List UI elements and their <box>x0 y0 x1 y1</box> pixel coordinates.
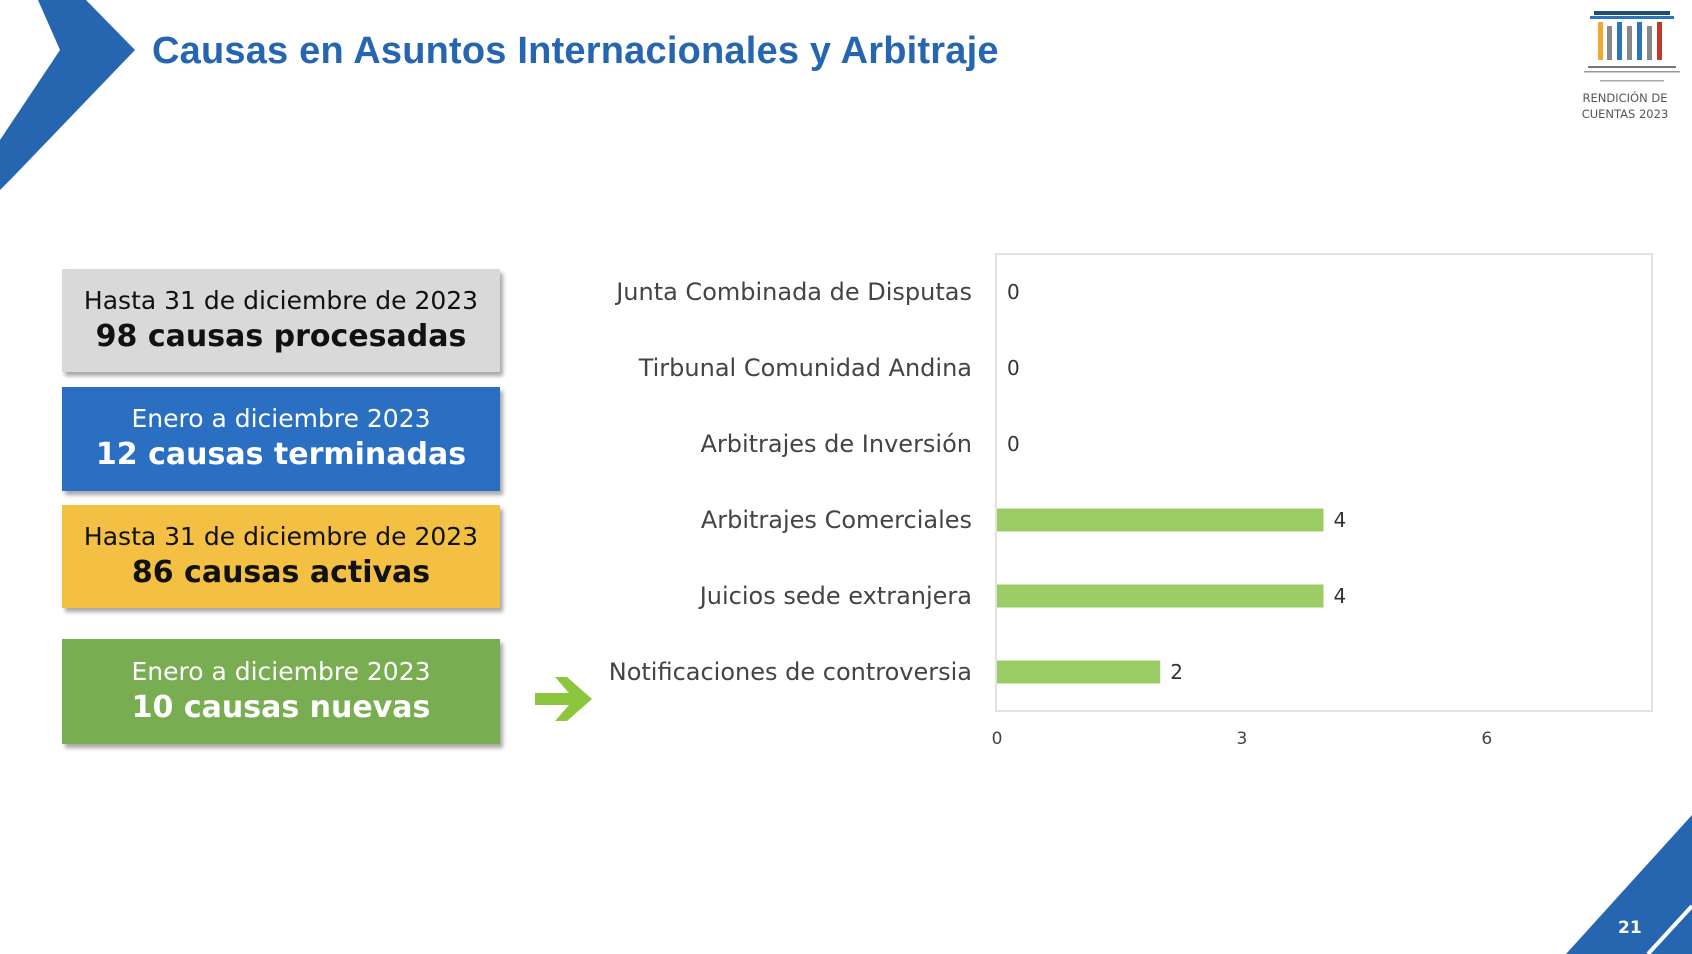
x-tick-label: 0 <box>992 729 1003 749</box>
logo-emblem-icon <box>1584 11 1680 82</box>
summary-box-value: 10 causas nuevas <box>131 689 431 725</box>
category-label: Notificaciones de controversia <box>609 658 972 686</box>
summary-box-subtitle: Enero a diciembre 2023 <box>131 656 431 686</box>
x-tick-label: 6 <box>1481 729 1492 749</box>
data-label: 2 <box>1170 660 1183 684</box>
data-label: 0 <box>1007 356 1020 380</box>
summary-box-new: Enero a diciembre 2023 10 causas nuevas <box>62 639 500 744</box>
summary-box-subtitle: Enero a diciembre 2023 <box>131 404 431 433</box>
summary-box-value: 98 causas procesadas <box>95 318 467 354</box>
bar <box>997 508 1324 532</box>
data-label: 4 <box>1334 508 1347 532</box>
bar <box>997 584 1324 608</box>
summary-box-subtitle: Hasta 31 de diciembre de 2023 <box>83 285 479 315</box>
bar <box>997 660 1161 684</box>
arrow-right-icon <box>535 677 592 721</box>
chevron-decoration <box>0 0 135 190</box>
page-title: Causas en Asuntos Internacionales y Arbi… <box>152 30 999 72</box>
category-label: Arbitrajes Comerciales <box>701 506 972 534</box>
page-number: 21 <box>1618 918 1642 938</box>
data-label: 4 <box>1334 584 1347 608</box>
institution-logo: RENDICIÓN DE CUENTAS 2023 <box>1560 4 1690 124</box>
chart-plot-area <box>995 253 1653 712</box>
summary-box-finished: Enero a diciembre 2023 12 causas termina… <box>62 387 500 491</box>
summary-box-active: Hasta 31 de diciembre de 2023 86 causas … <box>62 505 500 608</box>
logo-caption-line2: CUENTAS 2023 <box>1581 107 1669 121</box>
category-label: Juicios sede extranjera <box>698 582 972 610</box>
x-tick-label: 3 <box>1236 729 1247 749</box>
category-label: Tirbunal Comunidad Andina <box>638 354 972 382</box>
data-label: 0 <box>1007 280 1020 304</box>
category-label: Junta Combinada de Disputas <box>614 278 972 306</box>
summary-box-value: 86 causas activas <box>131 554 431 590</box>
data-label: 0 <box>1007 432 1020 456</box>
logo-caption-line1: RENDICIÓN DE <box>1582 91 1668 105</box>
logo-caption: RENDICIÓN DE CUENTAS 2023 <box>1560 90 1690 122</box>
summary-box-value: 12 causas terminadas <box>95 437 467 472</box>
category-label: Arbitrajes de Inversión <box>700 430 972 458</box>
summary-box-subtitle: Hasta 31 de diciembre de 2023 <box>83 521 479 551</box>
summary-box-processed: Hasta 31 de diciembre de 2023 98 causas … <box>62 269 500 372</box>
